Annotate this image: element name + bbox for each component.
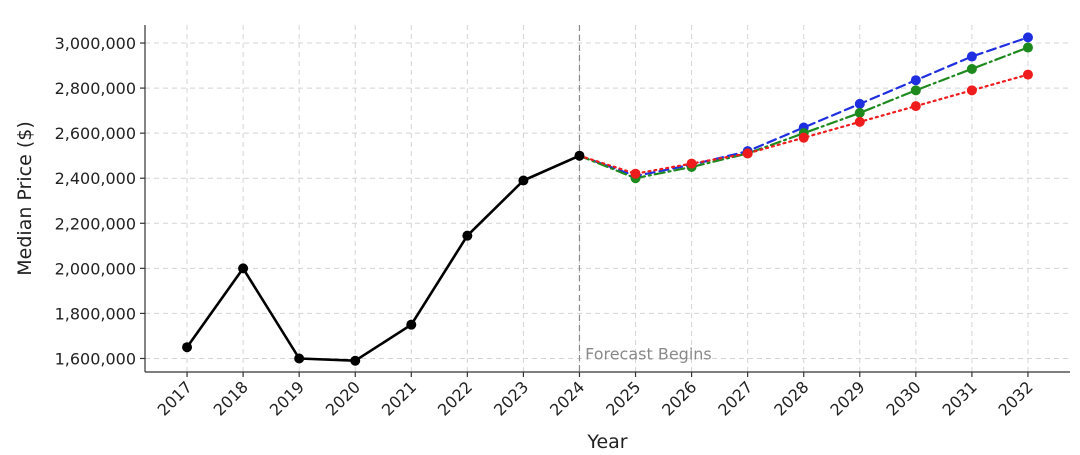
series-line-0 [185,154,581,363]
axes-layer [144,25,1070,373]
x-axis-label: Year [586,431,627,453]
x-tick-label-2017: 2017 [154,377,196,419]
series-layer [182,32,1033,366]
grid-layer [145,25,1070,372]
series-0-point-2019 [294,353,305,364]
series-0-point-2023 [518,175,529,186]
x-tick-label-2019: 2019 [266,377,308,419]
series-0-point-2021 [406,319,417,330]
x-tick-label-2031: 2031 [938,377,980,419]
x-tick-label-2029: 2029 [826,377,868,419]
y-tick-label-7: 3,000,000 [55,34,136,53]
series-2-point-2029 [854,107,865,118]
series-1-point-2030 [910,75,921,86]
x-tick-label-2032: 2032 [995,377,1037,419]
series-3-point-2029 [854,116,865,127]
x-tick-label-2026: 2026 [658,377,700,419]
series-2-point-2032 [1022,42,1033,53]
series-0-point-2017 [182,342,193,353]
series-3-point-2025 [630,168,641,179]
series-0-point-2022 [462,230,473,241]
y-axis-label: Median Price ($) [14,121,36,275]
x-tick-label-2025: 2025 [602,377,644,419]
series-2-point-2030 [910,85,921,96]
series-2-point-2031 [966,63,977,74]
x-tick-label-2020: 2020 [322,377,364,419]
x-tick-label-2023: 2023 [490,377,532,419]
x-tick-label-2027: 2027 [714,377,756,419]
series-3-point-2027 [742,148,753,159]
series-3-point-2030 [910,101,921,112]
y-tick-label-6: 2,800,000 [55,79,136,98]
x-tick-label-2030: 2030 [882,377,924,419]
forecast-begins-annotation: Forecast Begins [585,344,712,363]
x-tick-label-2018: 2018 [210,377,252,419]
series-3-point-2031 [966,85,977,96]
x-tick-label-2021: 2021 [378,377,420,419]
series-line-2 [578,46,1030,180]
series-1-point-2031 [966,51,977,62]
y-tick-label-5: 2,600,000 [55,124,136,143]
y-tick-label-3: 2,200,000 [55,214,136,233]
series-0-point-2018 [238,263,249,274]
x-tick-label-2024: 2024 [546,377,588,419]
series-0-point-2024 [574,150,585,161]
x-tick-label-2022: 2022 [434,377,476,419]
y-tick-label-1: 1,800,000 [55,304,136,323]
series-3-point-2026 [686,158,697,169]
series-3-point-2028 [798,132,809,143]
series-line-1 [578,36,1030,178]
series-0-point-2020 [350,355,361,366]
series-1-point-2029 [854,98,865,109]
series-3-point-2032 [1022,69,1033,80]
y-tick-label-2: 2,000,000 [55,259,136,278]
y-tick-label-4: 2,400,000 [55,169,136,188]
series-1-point-2032 [1022,32,1033,43]
x-tick-label-2028: 2028 [770,377,812,419]
y-tick-label-0: 1,600,000 [55,349,136,368]
